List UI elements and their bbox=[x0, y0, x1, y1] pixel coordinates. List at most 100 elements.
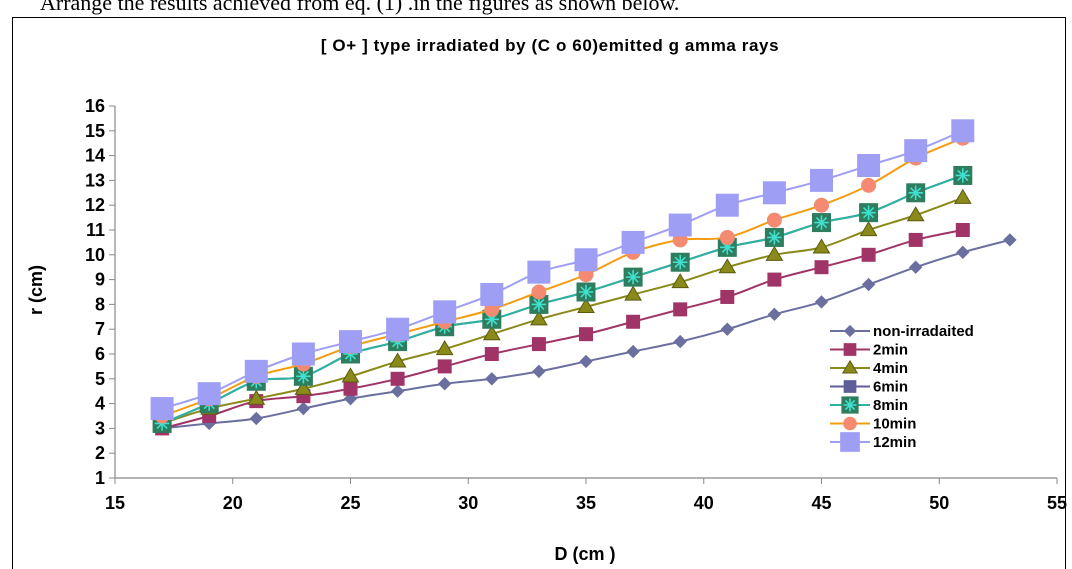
data-point bbox=[859, 221, 878, 237]
data-point bbox=[343, 381, 358, 396]
data-point bbox=[624, 285, 642, 301]
legend-label: 2min bbox=[873, 342, 908, 359]
data-point bbox=[670, 252, 690, 272]
document-caption: Arrange the results achieved from eq. (1… bbox=[40, 0, 680, 15]
y-tick-label: 6 bbox=[95, 344, 105, 364]
series-line bbox=[161, 196, 964, 425]
data-point bbox=[720, 289, 735, 304]
data-point bbox=[814, 260, 829, 275]
marker-asterisk bbox=[484, 312, 499, 327]
data-point bbox=[150, 397, 174, 421]
data-point bbox=[843, 324, 857, 338]
data-point bbox=[765, 245, 784, 261]
legend-label: 8min bbox=[873, 397, 908, 414]
data-point bbox=[621, 230, 645, 254]
y-tick-label: 5 bbox=[95, 369, 105, 389]
data-point bbox=[1003, 233, 1017, 247]
legend-entry: 12min bbox=[830, 432, 916, 452]
data-point bbox=[341, 367, 360, 383]
y-tick-label: 11 bbox=[86, 220, 105, 240]
marker-asterisk bbox=[908, 185, 923, 200]
data-point bbox=[437, 359, 452, 374]
y-tick-label: 12 bbox=[85, 195, 105, 215]
data-point bbox=[390, 384, 405, 398]
data-point bbox=[532, 364, 546, 379]
data-point bbox=[244, 359, 268, 383]
data-point bbox=[626, 314, 641, 329]
data-point bbox=[482, 325, 501, 341]
y-tick-label: 7 bbox=[95, 319, 105, 339]
data-point bbox=[953, 188, 972, 204]
legend-label: 4min bbox=[873, 360, 908, 377]
x-tick-label: 55 bbox=[1047, 493, 1067, 513]
legend-entry: 6min bbox=[830, 379, 908, 396]
data-point bbox=[762, 181, 786, 205]
y-tick-label: 1 bbox=[95, 468, 105, 488]
data-point bbox=[623, 267, 643, 287]
data-point bbox=[764, 227, 784, 247]
data-point bbox=[437, 377, 452, 391]
data-point bbox=[814, 197, 829, 213]
marker-asterisk bbox=[673, 255, 688, 270]
data-point bbox=[953, 165, 973, 185]
data-point bbox=[955, 223, 970, 237]
data-point bbox=[293, 366, 313, 386]
data-point bbox=[197, 382, 221, 406]
legend-entry: 2min bbox=[830, 342, 908, 359]
data-point bbox=[386, 317, 410, 341]
x-tick-label: 20 bbox=[223, 493, 243, 513]
data-point bbox=[485, 372, 499, 386]
data-point bbox=[814, 295, 829, 309]
data-point bbox=[857, 154, 881, 178]
data-point bbox=[841, 396, 859, 414]
data-point bbox=[433, 300, 457, 324]
data-point bbox=[766, 212, 782, 228]
data-point bbox=[579, 354, 593, 369]
data-point bbox=[812, 238, 831, 254]
data-point bbox=[577, 297, 595, 313]
marker-asterisk bbox=[955, 168, 970, 183]
marker-asterisk bbox=[578, 284, 594, 300]
x-tick-label: 40 bbox=[694, 493, 714, 513]
data-point bbox=[767, 272, 782, 287]
y-tick-label: 3 bbox=[95, 418, 105, 438]
y-tick-label: 14 bbox=[85, 146, 105, 166]
data-point bbox=[626, 344, 640, 359]
marker-asterisk bbox=[720, 240, 735, 255]
data-point bbox=[296, 401, 311, 416]
data-point bbox=[673, 334, 687, 349]
x-axis-label: D (cm ) bbox=[554, 544, 615, 564]
y-tick-label: 4 bbox=[95, 394, 105, 414]
data-point bbox=[861, 277, 876, 292]
x-tick-label: 35 bbox=[576, 493, 596, 513]
data-point bbox=[904, 139, 928, 163]
data-point bbox=[576, 282, 596, 302]
y-tick-label: 2 bbox=[95, 443, 105, 463]
legend-label: 6min bbox=[873, 379, 908, 396]
legend-entry: 10min bbox=[830, 416, 916, 433]
data-point bbox=[390, 371, 405, 386]
marker-asterisk bbox=[625, 269, 641, 285]
data-point bbox=[859, 203, 879, 223]
series-12min bbox=[150, 119, 975, 421]
x-tick-label: 15 bbox=[105, 493, 125, 513]
data-point bbox=[718, 258, 737, 274]
data-point bbox=[908, 260, 923, 274]
data-point bbox=[673, 302, 688, 317]
x-tick-label: 45 bbox=[811, 493, 831, 513]
series-line bbox=[161, 137, 964, 417]
chart-frame bbox=[12, 17, 1066, 569]
legend-entry: 8min bbox=[830, 396, 908, 414]
data-point bbox=[767, 307, 782, 322]
legend-label: 12min bbox=[873, 434, 916, 451]
y-tick-label: 10 bbox=[85, 245, 105, 265]
data-point bbox=[339, 330, 362, 354]
data-point bbox=[671, 273, 690, 289]
y-tick-label: 8 bbox=[95, 294, 105, 314]
data-point bbox=[668, 213, 692, 237]
legend-entry: 4min bbox=[830, 359, 908, 377]
data-point bbox=[951, 119, 975, 143]
data-point bbox=[843, 380, 857, 393]
